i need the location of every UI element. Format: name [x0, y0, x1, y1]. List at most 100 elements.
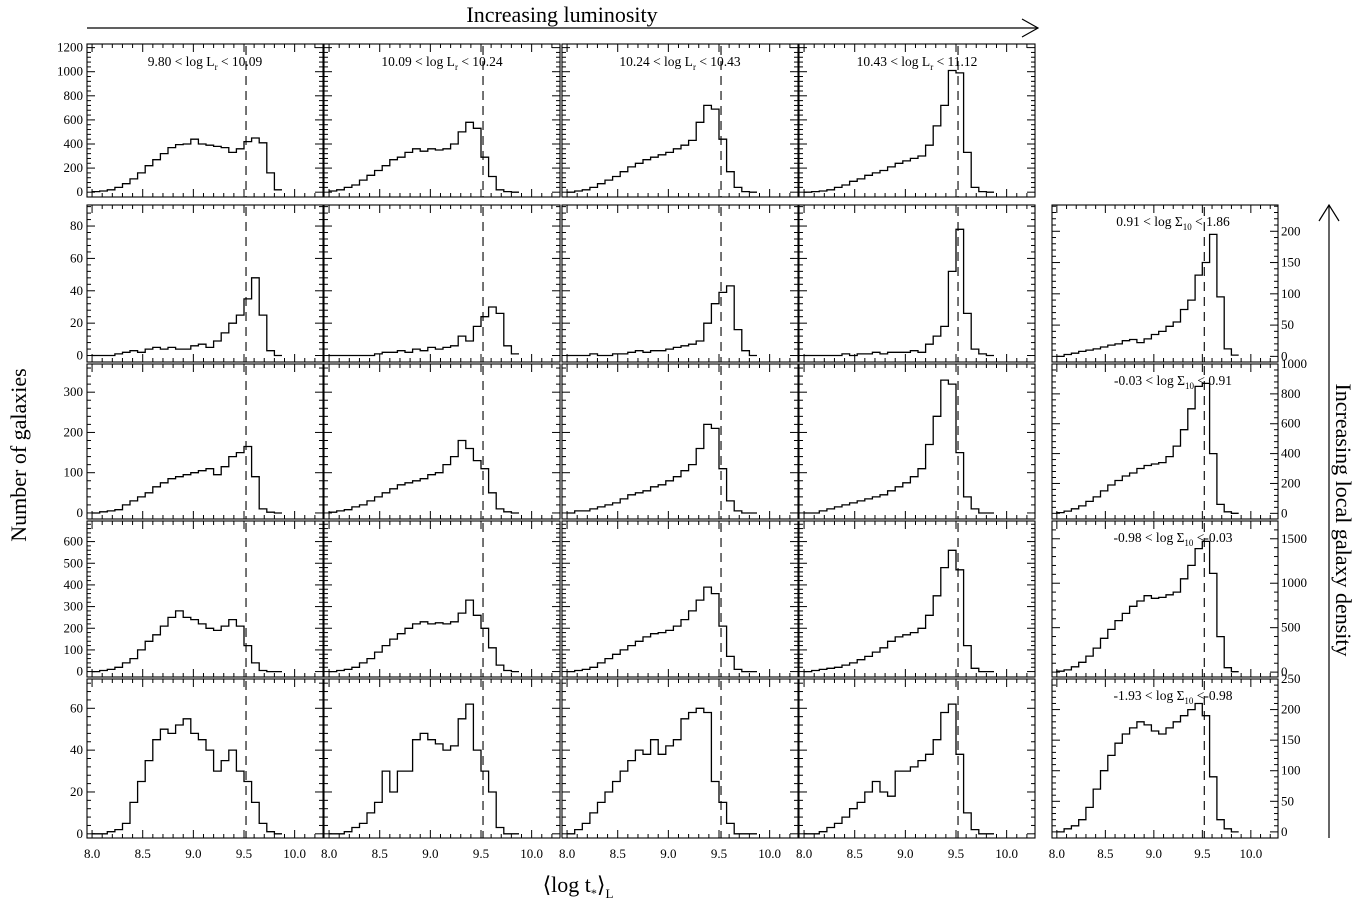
y-tick-label: 100	[64, 465, 84, 480]
x-tick-label: 9.5	[1194, 846, 1210, 861]
y-tick-label: 200	[1281, 702, 1301, 717]
panel-frame	[561, 204, 799, 363]
panel-frame	[86, 678, 324, 839]
panel-frame	[798, 520, 1036, 678]
x-tick-label: 8.5	[372, 846, 388, 861]
y-tick-label: 0	[77, 184, 84, 199]
x-tick-label: 9.0	[185, 846, 201, 861]
y-tick-label: 1000	[57, 64, 83, 79]
y-tick-label: 20	[70, 784, 83, 799]
x-tick-label: 10.0	[995, 846, 1018, 861]
y-tick-label: 200	[64, 424, 84, 439]
x-axis-label: ⟨log t*⟩L	[543, 872, 614, 901]
y-tick-label: 400	[64, 136, 84, 151]
panel-frame	[561, 678, 799, 839]
panel-intermediate-lum2	[323, 363, 561, 520]
panel-dense-lum2	[323, 204, 561, 363]
panel-sparse-lum3	[561, 520, 799, 678]
histogram-line	[328, 439, 519, 514]
x-tick-label: 10.0	[520, 846, 543, 861]
panel-intermediate-lum4	[798, 363, 1036, 520]
panel-frame	[323, 204, 561, 363]
histogram-line	[1056, 540, 1239, 673]
panel-frame	[86, 520, 324, 678]
panel-frame	[561, 520, 799, 678]
x-tick-label: 8.0	[796, 846, 812, 861]
histogram-line	[91, 137, 282, 193]
panel-field-lum1: 0 20 40 60 8.0 8.5 9.0 9.5 10.0	[70, 678, 324, 861]
y-tick-label: 150	[1281, 255, 1301, 270]
panel-frame	[1051, 520, 1279, 678]
y-tick-label: 0	[77, 826, 84, 841]
panel-frame	[86, 204, 324, 363]
panel-dense-lum1: 0 20 40 60 80	[70, 204, 324, 363]
luminosity-bin-label: 9.80 < log Lr < 10.09	[148, 54, 263, 72]
x-tick-label: 9.5	[948, 846, 964, 861]
panel-frame	[798, 204, 1036, 363]
y-tick-label: 1500	[1281, 531, 1307, 546]
panel-frame	[798, 678, 1036, 839]
panel-frame	[798, 43, 1036, 198]
panel-dense-lum4	[798, 204, 1036, 363]
y-tick-label: 400	[64, 577, 84, 592]
histogram-line	[567, 586, 757, 673]
panel-frame	[86, 43, 324, 198]
panel-frame	[798, 363, 1036, 520]
panel-frame	[561, 43, 799, 198]
y-tick-label: 100	[64, 642, 84, 657]
panel-all-lum4: 10.43 < log Lr < 11.12	[798, 43, 1036, 198]
y-tick-label: 20	[70, 315, 83, 330]
x-tick-label: 9.5	[711, 846, 727, 861]
histogram-line	[1056, 233, 1239, 358]
y-tick-label: 60	[70, 700, 83, 715]
panel-dense-lum3	[561, 204, 799, 363]
histogram-line	[329, 703, 519, 835]
y-tick-label: 200	[1281, 475, 1301, 490]
density-bin-label: -0.03 < log Σ10 < 0.91	[1114, 373, 1232, 391]
panel-frame	[86, 363, 324, 520]
y-tick-label: 0	[1281, 824, 1288, 839]
right-label: Increasing local galaxy density	[1331, 383, 1356, 656]
histogram-line	[329, 599, 519, 673]
panel-field-lum3: 8.0 8.5 9.0 9.5 10.0	[559, 678, 799, 861]
x-tick-label: 9.0	[1146, 846, 1162, 861]
x-tick-label: 8.5	[135, 846, 151, 861]
y-tick-label: 500	[64, 555, 84, 570]
top-label: Increasing luminosity	[466, 2, 657, 27]
panel-intermediate-lum1: 0 100 200 300	[64, 363, 324, 520]
y-tick-label: 500	[1281, 620, 1301, 635]
y-tick-label: 100	[1281, 763, 1301, 778]
y-tick-label: 1000	[1281, 356, 1307, 371]
histogram-line	[567, 285, 757, 357]
histogram-line	[804, 703, 994, 835]
y-tick-label: 600	[64, 112, 84, 127]
y-tick-label: 800	[64, 88, 84, 103]
panel-frame	[561, 363, 799, 520]
luminosity-bin-label: 10.09 < log Lr < 10.24	[381, 54, 503, 72]
x-tick-label: 9.5	[236, 846, 252, 861]
y-tick-label: 0	[77, 348, 84, 363]
y-tick-label: 600	[64, 534, 84, 549]
histogram-line	[92, 610, 282, 673]
y-tick-label: 40	[70, 742, 83, 757]
x-tick-label: 9.5	[473, 846, 489, 861]
luminosity-bin-label: 10.24 < log Lr < 10.43	[619, 54, 741, 72]
x-tick-label: 8.5	[847, 846, 863, 861]
x-tick-label: 8.0	[559, 846, 575, 861]
y-tick-label: 200	[64, 620, 84, 635]
x-tick-label: 9.0	[897, 846, 913, 861]
density-bin-label: 0.91 < log Σ10 < 1.86	[1116, 214, 1230, 232]
y-tick-label: 1200	[57, 40, 83, 55]
histogram-line	[804, 69, 994, 193]
y-tick-label: 300	[64, 599, 84, 614]
y-tick-label: 150	[1281, 732, 1301, 747]
histogram-line	[328, 121, 519, 193]
panel-frame	[323, 363, 561, 520]
histogram-line	[92, 718, 282, 835]
panel-field-lum2: 8.0 8.5 9.0 9.5 10.0	[321, 678, 561, 861]
panel-sparse-all-lum: 0 500 1000 1500 -0.98 < log Σ10 <-0.03	[1051, 520, 1307, 679]
panel-sparse-lum1: 0 100 200 300 400 500 600	[64, 520, 324, 679]
x-tick-label: 8.0	[1049, 846, 1065, 861]
x-tick-label: 10.0	[758, 846, 781, 861]
